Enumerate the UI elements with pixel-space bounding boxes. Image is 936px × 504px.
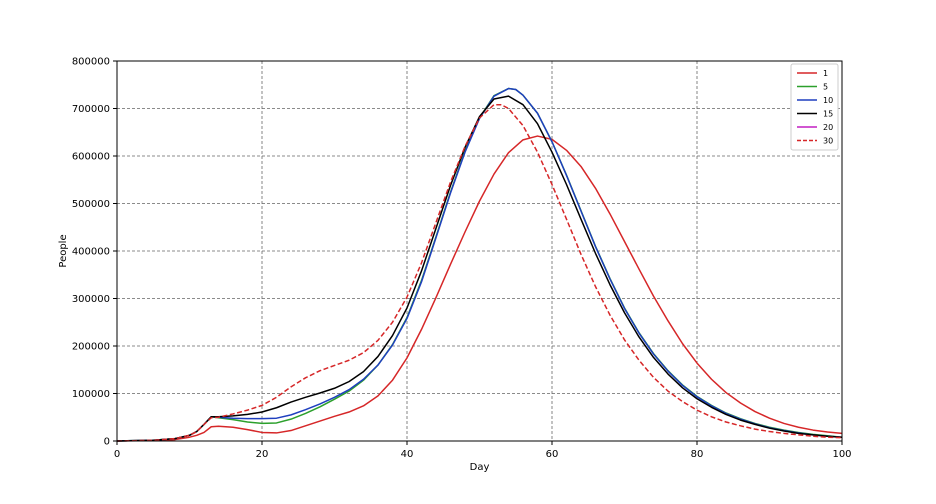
y-axis-label: People [58, 234, 69, 267]
x-tick-label: 0 [114, 449, 120, 460]
x-tick-label: 80 [691, 449, 704, 460]
x-tick-label: 40 [401, 449, 414, 460]
y-tick-label: 100000 [72, 389, 110, 400]
y-tick-label: 300000 [72, 294, 110, 305]
y-tick-label: 500000 [72, 199, 110, 210]
y-tick-label: 200000 [72, 342, 110, 353]
y-tick-label: 600000 [72, 152, 110, 163]
legend-label-10: 10 [823, 96, 833, 105]
x-tick-label: 100 [832, 449, 851, 460]
y-tick-label: 400000 [72, 247, 110, 258]
y-tick-label: 0 [104, 437, 110, 448]
legend-label-5: 5 [823, 83, 828, 92]
grid [117, 61, 842, 441]
legend-label-30: 30 [823, 137, 833, 146]
legend-label-15: 15 [823, 110, 833, 119]
x-tick-label: 20 [256, 449, 269, 460]
axis-ticks: 0 20 40 60 80 100 0 100000 200000 300000 400000 500… [72, 57, 852, 461]
series-lines [116, 87, 843, 442]
x-axis-label: Day [470, 462, 490, 473]
legend-box [790, 63, 839, 151]
x-tick-label: 60 [546, 449, 559, 460]
legend-label-20: 20 [823, 123, 833, 132]
series-line-30 [116, 103, 843, 442]
legend-label-1: 1 [823, 69, 828, 78]
y-tick-label: 800000 [72, 57, 110, 68]
series-line-15 [116, 95, 843, 442]
series-line-1 [116, 135, 843, 442]
y-tick-label: 700000 [72, 104, 110, 115]
